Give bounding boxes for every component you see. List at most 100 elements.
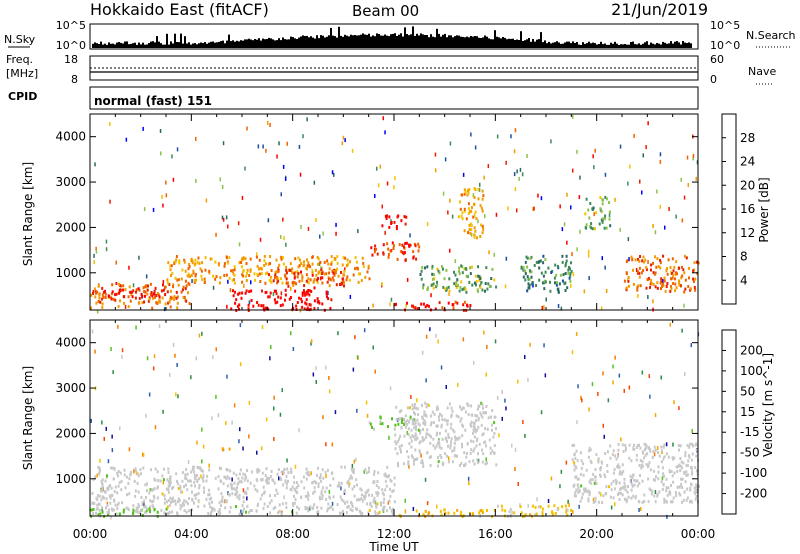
- speckle-cell: [96, 473, 98, 478]
- colorbar-tick-label: 15: [740, 405, 755, 419]
- scatter-cell: [296, 270, 299, 274]
- scatter-cell: [225, 500, 228, 504]
- scatter-cell: [429, 423, 432, 427]
- scatter-cell: [555, 273, 558, 277]
- nsky-bar: [396, 36, 398, 48]
- scatter-cell: [402, 252, 405, 256]
- speckle-cell: [533, 206, 535, 211]
- scatter-cell: [461, 442, 463, 446]
- scatter-cell: [542, 261, 545, 265]
- scatter-cell: [458, 272, 461, 276]
- scatter-cell: [223, 264, 226, 268]
- scatter-cell: [110, 507, 113, 511]
- scatter-cell: [241, 476, 244, 480]
- speckle-cell: [696, 160, 699, 165]
- speckle-cell: [163, 307, 166, 312]
- scatter-cell: [385, 217, 388, 220]
- nsky-bar: [130, 43, 132, 48]
- scatter-cell: [144, 290, 147, 294]
- speckle-cell: [238, 439, 240, 444]
- scatter-cell: [652, 271, 655, 275]
- scatter-cell: [450, 406, 453, 410]
- scatter-cell: [573, 494, 576, 498]
- scatter-cell: [134, 489, 137, 493]
- scatter-cell: [678, 491, 681, 495]
- scatter-cell: [210, 257, 213, 261]
- speckle-cell: [256, 450, 258, 455]
- scatter-cell: [628, 443, 631, 447]
- scatter-cell: [138, 296, 141, 300]
- scatter-cell: [573, 461, 576, 465]
- scatter-cell: [304, 494, 307, 498]
- scatter-cell: [404, 222, 407, 226]
- scatter-cell: [441, 463, 444, 466]
- nsky-bar: [244, 39, 246, 48]
- nsky-bar: [108, 42, 110, 48]
- speckle-cell: [600, 306, 603, 311]
- scatter-cell: [167, 301, 170, 305]
- scatter-cell: [654, 285, 657, 289]
- scatter-cell: [99, 489, 102, 493]
- scatter-cell: [136, 481, 139, 485]
- scatter-cell: [573, 463, 576, 467]
- scatter-cell: [164, 302, 167, 306]
- scatter-cell: [176, 278, 179, 282]
- scatter-cell: [569, 279, 572, 283]
- scatter-cell: [294, 289, 297, 293]
- scatter-cell: [435, 424, 438, 428]
- scatter-cell: [325, 272, 328, 276]
- scatter-cell: [150, 291, 153, 294]
- speckle-cell: [516, 169, 518, 174]
- speckle-cell: [421, 350, 424, 355]
- scatter-cell: [464, 410, 467, 414]
- scatter-cell: [663, 443, 666, 447]
- scatter-cell: [501, 508, 504, 512]
- nsky-bar: [194, 43, 196, 48]
- scatter-cell: [308, 293, 311, 297]
- nsky-bar: [128, 44, 130, 48]
- scatter-cell: [101, 510, 104, 514]
- nsky-bar: [258, 38, 260, 48]
- scatter-cell: [151, 488, 154, 492]
- scatter-cell: [393, 483, 396, 487]
- scatter-cell: [398, 445, 401, 449]
- scatter-cell: [195, 493, 198, 497]
- scatter-cell: [134, 468, 137, 472]
- scatter-cell: [426, 432, 429, 436]
- speckle-cell: [435, 407, 438, 412]
- speckle-cell: [517, 379, 519, 384]
- speckle-cell: [425, 334, 428, 339]
- scatter-cell: [197, 491, 200, 495]
- nsky-bar: [238, 41, 240, 48]
- speckle-cell: [162, 480, 165, 485]
- scatter-cell: [454, 438, 457, 442]
- scatter-cell: [667, 455, 670, 459]
- speckle-cell: [128, 447, 131, 452]
- scatter-cell: [234, 493, 237, 496]
- scatter-cell: [653, 494, 656, 498]
- scatter-cell: [279, 296, 282, 300]
- speckle-cell: [162, 409, 164, 414]
- scatter-cell: [149, 499, 152, 503]
- scatter-cell: [201, 278, 203, 281]
- speckle-cell: [283, 495, 285, 500]
- nsky-bar: [382, 35, 384, 48]
- speckle-cell: [516, 208, 518, 213]
- scatter-cell: [663, 279, 666, 283]
- scatter-cell: [356, 483, 358, 487]
- scatter-cell: [387, 425, 389, 429]
- scatter-cell: [400, 450, 402, 454]
- scatter-cell: [275, 258, 278, 262]
- scatter-cell: [625, 286, 628, 290]
- scatter-cell: [458, 436, 461, 440]
- scatter-cell: [420, 302, 423, 306]
- speckle-cell: [604, 265, 606, 270]
- nsky-bar: [314, 38, 316, 48]
- speckle-cell: [434, 168, 437, 173]
- scatter-cell: [472, 421, 475, 425]
- scatter-cell: [663, 455, 666, 459]
- scatter-cell: [218, 501, 221, 505]
- scatter-cell: [556, 508, 559, 512]
- scatter-cell: [430, 414, 433, 418]
- scatter-cell: [397, 214, 400, 218]
